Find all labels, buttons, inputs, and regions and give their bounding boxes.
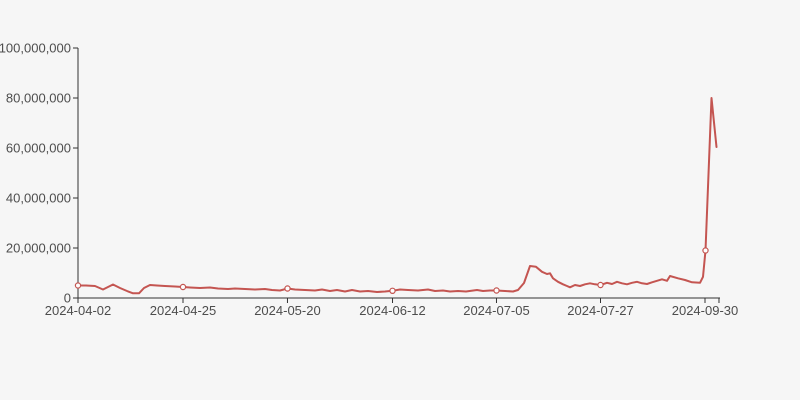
y-axis-tick-label: 0	[64, 291, 71, 306]
data-point-marker	[493, 287, 500, 294]
series-line	[77, 97, 718, 295]
data-point-marker	[702, 247, 709, 254]
data-point-marker	[389, 287, 396, 294]
x-axis-tick-label: 2024-07-27	[567, 303, 634, 318]
x-axis-tick-label: 2024-04-02	[45, 303, 112, 318]
y-axis-tick-label: 40,000,000	[6, 191, 71, 206]
y-axis-tick-label: 20,000,000	[6, 241, 71, 256]
y-axis-tick-label: 100,000,000	[0, 41, 71, 56]
data-point-marker	[179, 283, 187, 291]
data-point-marker	[597, 281, 604, 289]
y-axis-tick-label: 80,000,000	[6, 91, 71, 106]
x-axis-tick-label: 2024-04-25	[150, 303, 217, 318]
x-axis-tick-label: 2024-05-20	[254, 303, 321, 318]
x-axis-tick-label: 2024-09-30	[672, 303, 739, 318]
data-point-marker	[284, 285, 291, 292]
x-axis-tick-label: 2024-06-12	[359, 303, 426, 318]
y-axis-tick-label: 60,000,000	[6, 141, 71, 156]
data-point-marker	[74, 282, 82, 289]
x-axis-tick-label: 2024-07-05	[463, 303, 530, 318]
